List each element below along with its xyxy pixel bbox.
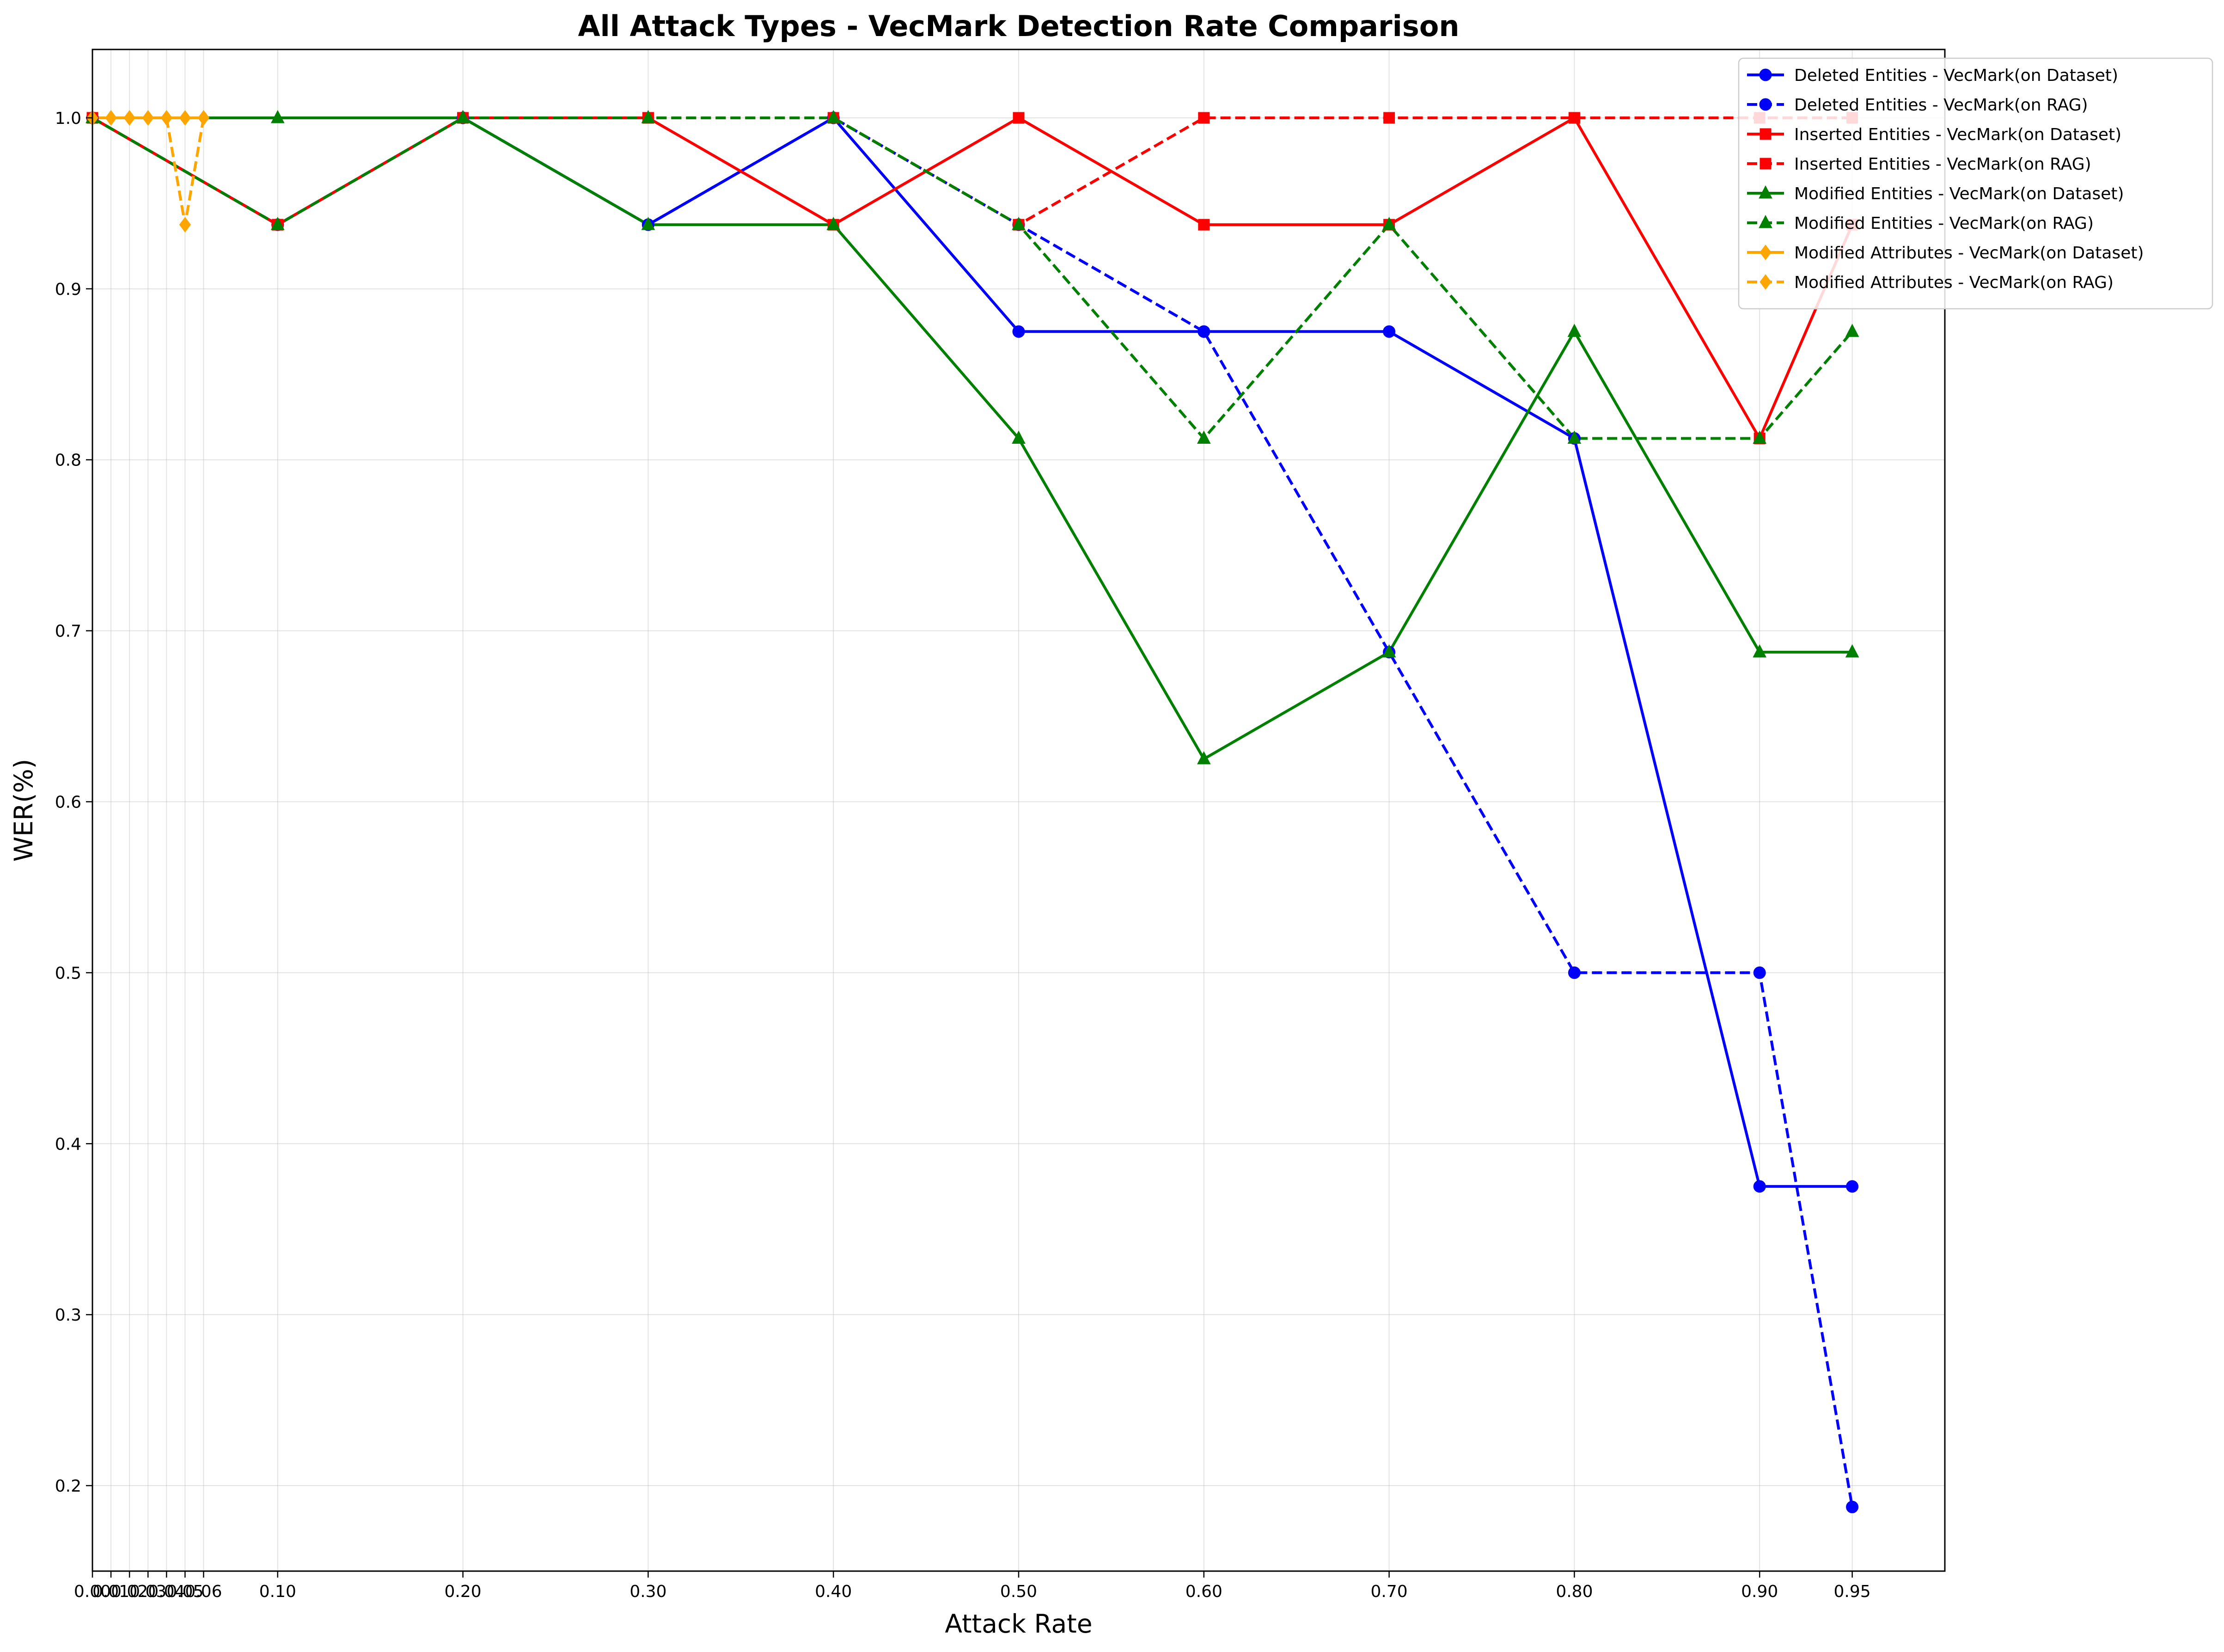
- x-tick-label: 0.60: [1185, 1582, 1222, 1601]
- data-point: [1845, 644, 1859, 658]
- legend-label: Modified Attributes - VecMark(on RAG): [1794, 273, 2114, 292]
- y-tick-label: 0.6: [55, 793, 81, 812]
- legend-label: Inserted Entities - VecMark(on RAG): [1794, 155, 2091, 174]
- legend-marker: [1759, 98, 1772, 111]
- y-tick-label: 0.8: [55, 451, 81, 470]
- data-point: [1197, 751, 1211, 765]
- y-axis-ticks: 0.2 0.3 0.4 0.5 0.6 0.7 0.8 0.9 1.0: [55, 109, 92, 1496]
- data-point: [1567, 430, 1582, 444]
- x-tick-label: 0.80: [1556, 1582, 1593, 1601]
- data-point: [1753, 644, 1767, 658]
- legend-item: Modified Attributes - VecMark(on Dataset…: [1747, 244, 2144, 263]
- x-tick-label: 0.04: [148, 1582, 185, 1601]
- y-tick-label: 0.9: [55, 280, 81, 299]
- data-point: [641, 110, 655, 123]
- data-point: [197, 110, 210, 126]
- data-point: [641, 217, 655, 230]
- y-tick-label: 1.0: [55, 109, 81, 128]
- y-tick-label: 0.5: [55, 964, 81, 983]
- data-point: [1846, 1180, 1859, 1193]
- legend-item: Modified Entities - VecMark(on RAG): [1747, 214, 2094, 233]
- x-tick-label: 0.30: [629, 1582, 666, 1601]
- data-point: [105, 110, 117, 126]
- legend-box: [1738, 57, 2213, 310]
- x-tick-label: 0.00: [74, 1582, 111, 1601]
- data-point: [160, 110, 172, 126]
- x-tick-label: 0.03: [129, 1582, 166, 1601]
- data-point: [1568, 966, 1581, 979]
- data-point: [1198, 112, 1210, 124]
- data-point: [1567, 324, 1582, 337]
- data-point: [123, 110, 135, 126]
- data-point: [270, 110, 285, 123]
- data-point: [826, 217, 841, 230]
- data-point: [270, 217, 285, 230]
- y-tick-label: 0.4: [55, 1135, 81, 1154]
- x-tick-label: 0.05: [166, 1582, 203, 1601]
- legend-marker: [1760, 128, 1772, 140]
- data-point: [456, 110, 470, 123]
- legend-marker: [1760, 274, 1772, 290]
- data-point: [1753, 430, 1767, 444]
- y-axis-label: WER(%): [9, 759, 38, 862]
- x-tick-label: 0.40: [815, 1582, 852, 1601]
- legend-label: Modified Entities - VecMark(on RAG): [1794, 214, 2094, 233]
- legend-item: Modified Attributes - VecMark(on RAG): [1747, 273, 2114, 292]
- legend-item: Modified Entities - VecMark(on Dataset): [1747, 184, 2124, 203]
- x-tick-label: 0.90: [1741, 1582, 1778, 1601]
- x-axis-ticks: 0.000.010.020.030.040.050.06 0.10 0.20 0.30…: [74, 1571, 1871, 1601]
- data-point: [1012, 430, 1026, 444]
- legend-marker: [1760, 245, 1772, 260]
- legend-label: Inserted Entities - VecMark(on Dataset): [1794, 125, 2121, 144]
- x-tick-label: 0.50: [1000, 1582, 1037, 1601]
- legend: Deleted Entities - VecMark(on Dataset) De…: [1738, 57, 2213, 310]
- data-point: [179, 110, 191, 126]
- y-tick-label: 0.3: [55, 1306, 81, 1325]
- series-7-points: [86, 110, 210, 233]
- data-point: [1382, 644, 1396, 658]
- x-tick-label: 0.06: [185, 1582, 222, 1601]
- legend-item: Deleted Entities - VecMark(on RAG): [1747, 96, 2088, 115]
- legend-label: Deleted Entities - VecMark(on RAG): [1794, 96, 2088, 115]
- data-point: [826, 110, 841, 123]
- data-point: [1845, 324, 1859, 337]
- x-tick-label: 0.70: [1371, 1582, 1408, 1601]
- data-point: [1383, 325, 1396, 338]
- legend-marker: [1759, 68, 1772, 81]
- legend-marker: [1759, 185, 1772, 199]
- chart-title: All Attack Types - VecMark Detection Rat…: [578, 9, 1459, 43]
- data-point: [1382, 217, 1396, 230]
- x-tick-label: 0.95: [1834, 1582, 1871, 1601]
- legend-label: Modified Attributes - VecMark(on Dataset…: [1794, 244, 2144, 263]
- x-tick-label: 0.10: [259, 1582, 296, 1601]
- data-point: [1197, 430, 1211, 444]
- data-point: [142, 110, 154, 126]
- data-point: [1198, 219, 1210, 231]
- data-point: [1012, 325, 1025, 338]
- x-axis-label: Attack Rate: [945, 1609, 1092, 1639]
- data-point: [1846, 1500, 1859, 1513]
- legend-item: Inserted Entities - VecMark(on Dataset): [1747, 125, 2121, 144]
- data-point: [179, 217, 191, 233]
- data-point: [1568, 112, 1580, 124]
- y-tick-label: 0.7: [55, 622, 81, 641]
- data-point: [1198, 325, 1210, 338]
- data-point: [1753, 1180, 1766, 1193]
- data-point: [1013, 112, 1025, 124]
- data-point: [1753, 966, 1766, 979]
- legend-label: Deleted Entities - VecMark(on Dataset): [1794, 66, 2118, 85]
- legend-item: Inserted Entities - VecMark(on RAG): [1747, 155, 2091, 174]
- y-tick-label: 0.2: [55, 1477, 81, 1496]
- x-tick-label: 0.01: [92, 1582, 129, 1601]
- legend-marker: [1759, 214, 1772, 228]
- x-tick-label: 0.20: [445, 1582, 482, 1601]
- data-point: [1383, 112, 1395, 124]
- data-point: [1012, 217, 1026, 230]
- x-tick-label: 0.02: [111, 1582, 148, 1601]
- legend-marker: [1760, 158, 1772, 170]
- legend-label: Modified Entities - VecMark(on Dataset): [1794, 184, 2124, 203]
- legend-item: Deleted Entities - VecMark(on Dataset): [1747, 66, 2118, 85]
